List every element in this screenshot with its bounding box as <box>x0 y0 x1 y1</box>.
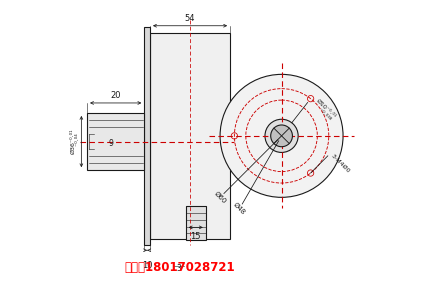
Text: 54: 54 <box>185 14 195 23</box>
Text: 3: 3 <box>176 264 181 273</box>
Text: Ø10⁻⁰·⁰¹
    ⁻⁰·⁰³⁸: Ø10⁻⁰·⁰¹ ⁻⁰·⁰³⁸ <box>311 98 337 124</box>
Bar <box>144 27 150 245</box>
Circle shape <box>265 119 298 152</box>
Circle shape <box>220 74 343 197</box>
Text: 15: 15 <box>190 232 201 241</box>
Text: 9: 9 <box>108 138 113 148</box>
Bar <box>186 206 206 240</box>
Text: 3-M4Ø0: 3-M4Ø0 <box>330 154 351 174</box>
Text: 10: 10 <box>142 261 152 271</box>
Text: 手机：18017028721: 手机：18017028721 <box>125 261 235 274</box>
Bar <box>150 33 230 239</box>
Text: Ø36⁻⁰·⁰¹
  ⁻⁰·⁰⁴: Ø36⁻⁰·⁰¹ ⁻⁰·⁰⁴ <box>70 129 81 154</box>
Circle shape <box>271 125 292 147</box>
Text: 20: 20 <box>110 91 121 100</box>
Bar <box>87 113 144 170</box>
Text: Ø48: Ø48 <box>232 202 247 216</box>
Text: Ø60: Ø60 <box>213 190 227 205</box>
